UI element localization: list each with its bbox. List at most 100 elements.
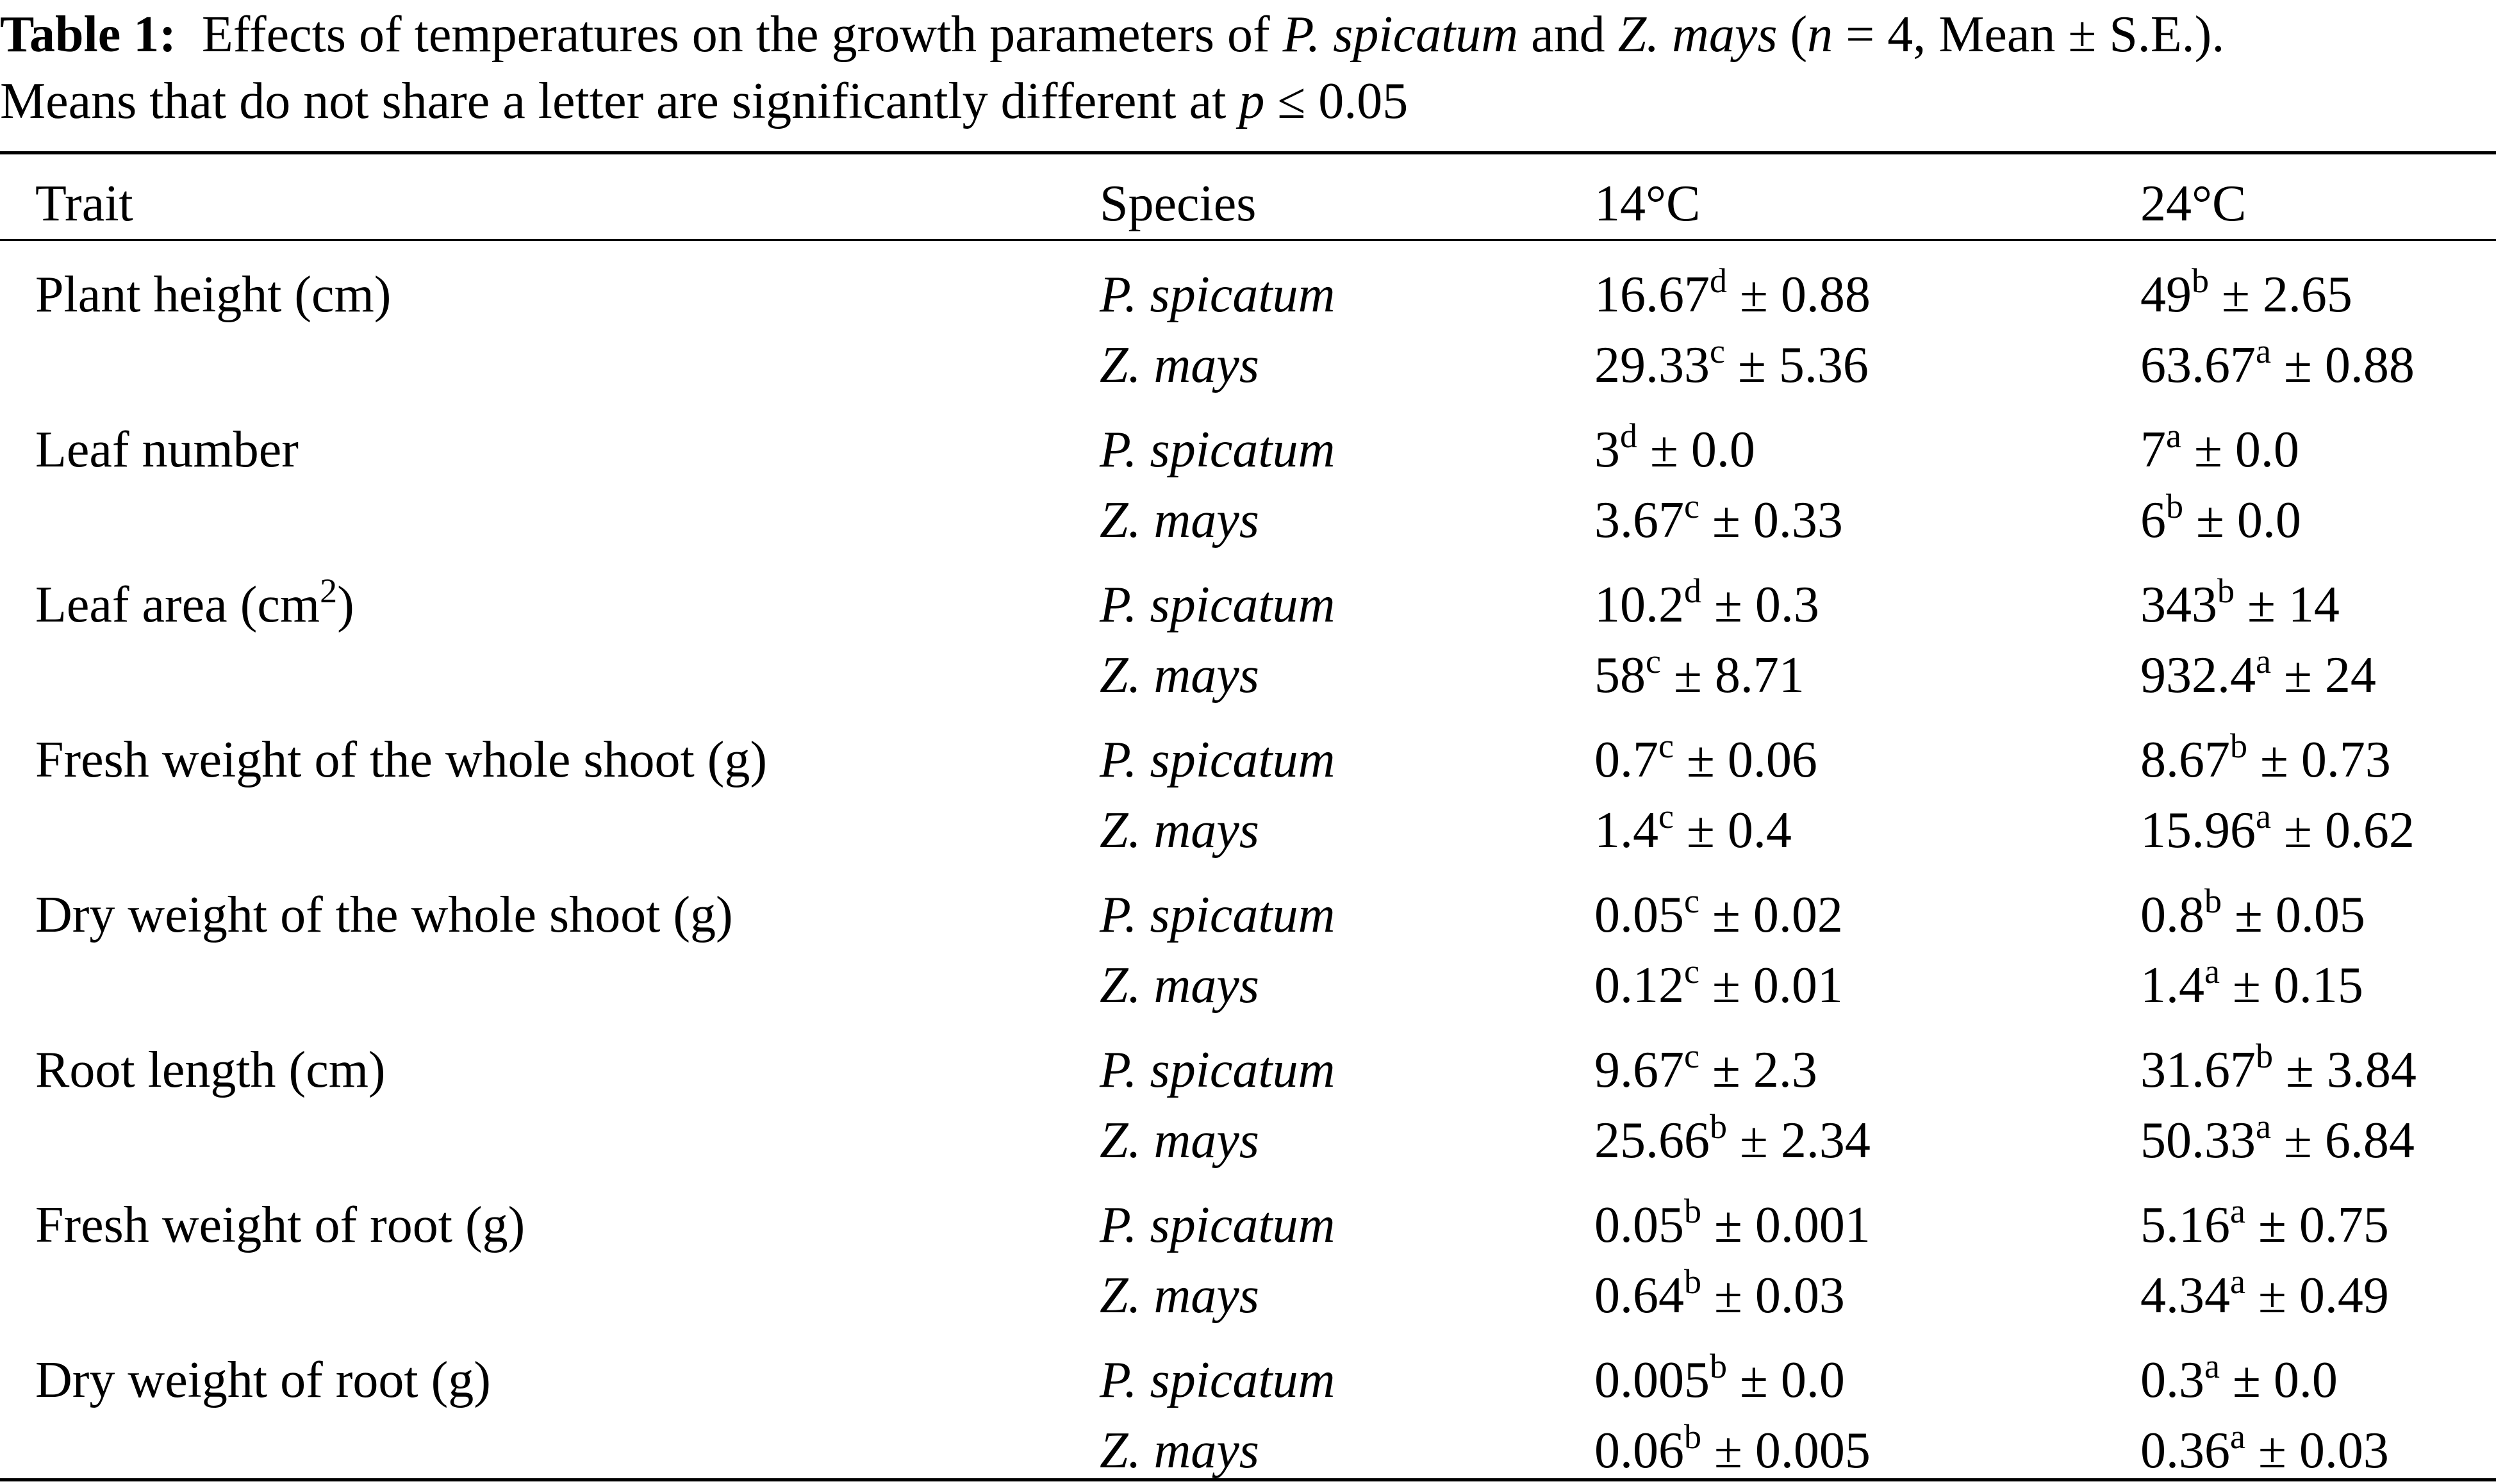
significance-letter: a bbox=[2204, 952, 2220, 991]
significance-letter: b bbox=[2166, 487, 2183, 525]
trait-text: Plant height (cm) bbox=[35, 267, 392, 323]
value-14c: 0.64b ± 0.03 bbox=[1594, 1262, 1845, 1326]
trait-text-end: ) bbox=[337, 577, 354, 633]
trait-label: Leaf area (cm2) bbox=[35, 572, 354, 636]
value-24c: 6b ± 0.0 bbox=[2140, 487, 2301, 551]
species-name: Z. mays bbox=[1100, 337, 1259, 393]
species-name: P. spicatum bbox=[1100, 887, 1335, 943]
standard-error: ± 6.84 bbox=[2283, 1112, 2415, 1169]
trait-label: Plant height (cm) bbox=[35, 264, 391, 326]
mean-value: 1.4 bbox=[1594, 802, 1658, 859]
species-name: P. spicatum bbox=[1100, 1352, 1335, 1408]
trait-label: Fresh weight of root (g) bbox=[35, 1194, 525, 1256]
significance-letter: a bbox=[2256, 332, 2271, 370]
significance-letter: d bbox=[1710, 261, 1727, 300]
significance-letter: a bbox=[2166, 416, 2181, 455]
mean-value: 63.67 bbox=[2140, 337, 2256, 393]
mean-value: 58 bbox=[1594, 647, 1646, 704]
value-24c: 1.4a ± 0.15 bbox=[2140, 952, 2363, 1016]
value-14c: 0.12c ± 0.01 bbox=[1594, 952, 1843, 1016]
value-14c: 29.33c ± 5.36 bbox=[1594, 334, 1869, 396]
value-24c: 63.67a ± 0.88 bbox=[2140, 334, 2415, 396]
mean-value: 3 bbox=[1594, 422, 1620, 478]
table-label: Table 1: bbox=[0, 6, 176, 63]
standard-error: ± 14 bbox=[2247, 577, 2340, 633]
significance-letter: b bbox=[2256, 1037, 2273, 1075]
trait-text: Root length (cm) bbox=[35, 1042, 386, 1098]
significance-letter: b bbox=[1710, 1347, 1727, 1385]
significance-letter: c bbox=[1710, 332, 1725, 370]
mean-value: 8.67 bbox=[2140, 732, 2230, 788]
standard-error: ± 0.06 bbox=[1686, 732, 1817, 788]
standard-error: ± 3.84 bbox=[2286, 1042, 2417, 1098]
value-24c: 5.16a ± 0.75 bbox=[2140, 1194, 2389, 1256]
value-14c: 58c ± 8.71 bbox=[1594, 642, 1805, 706]
significance-letter: a bbox=[2256, 1107, 2271, 1146]
standard-error: ± 2.3 bbox=[1712, 1042, 1817, 1098]
mean-value: 31.67 bbox=[2140, 1042, 2256, 1098]
mean-value: 6 bbox=[2140, 492, 2166, 548]
caption-species: Z. mays bbox=[1617, 6, 1778, 63]
value-24c: 0.36a ± 0.03 bbox=[2140, 1419, 2389, 1481]
table-top-rule bbox=[0, 151, 2496, 154]
species-name: Z. mays bbox=[1100, 647, 1259, 704]
caption-line-2: Means that do not share a letter are sig… bbox=[0, 68, 2486, 135]
trait-text: Leaf number bbox=[35, 422, 299, 478]
species-name: P. spicatum bbox=[1100, 732, 1335, 788]
mean-value: 49 bbox=[2140, 267, 2192, 323]
significance-letter: b bbox=[1684, 1262, 1701, 1301]
table-caption: Table 1: Effects of temperatures on the … bbox=[0, 1, 2486, 135]
standard-error: ± 0.4 bbox=[1686, 802, 1792, 859]
standard-error: ± 0.33 bbox=[1712, 492, 1843, 548]
mean-value: 0.05 bbox=[1594, 887, 1684, 943]
significance-letter: b bbox=[1710, 1107, 1727, 1146]
trait-label: Leaf number bbox=[35, 419, 299, 481]
standard-error: ± 0.005 bbox=[1714, 1422, 1871, 1479]
value-24c: 0.8b ± 0.05 bbox=[2140, 884, 2365, 946]
standard-error: ± 0.15 bbox=[2232, 957, 2363, 1014]
significance-letter: a bbox=[2256, 797, 2271, 836]
species-name: Z. mays bbox=[1100, 1422, 1259, 1479]
standard-error: ± 0.75 bbox=[2258, 1197, 2389, 1253]
trait-text: Fresh weight of the whole shoot (g) bbox=[35, 732, 768, 788]
standard-error: ± 2.65 bbox=[2222, 267, 2352, 323]
mean-value: 4.34 bbox=[2140, 1267, 2230, 1324]
value-14c: 0.005b ± 0.0 bbox=[1594, 1349, 1845, 1411]
standard-error: ± 0.0 bbox=[2194, 422, 2299, 478]
value-14c: 0.7c ± 0.06 bbox=[1594, 729, 1817, 791]
trait-label: Dry weight of root (g) bbox=[35, 1349, 491, 1411]
mean-value: 0.06 bbox=[1594, 1422, 1684, 1479]
standard-error: ± 0.0 bbox=[1650, 422, 1755, 478]
standard-error: ± 0.03 bbox=[1714, 1267, 1845, 1324]
value-14c: 25.66b ± 2.34 bbox=[1594, 1107, 1871, 1171]
mean-value: 932.4 bbox=[2140, 647, 2256, 704]
significance-letter: c bbox=[1646, 642, 1661, 680]
significance-letter: d bbox=[1684, 572, 1701, 610]
mean-value: 10.2 bbox=[1594, 577, 1684, 633]
significance-letter: a bbox=[2204, 1347, 2220, 1385]
mean-value: 343 bbox=[2140, 577, 2217, 633]
standard-error: ± 0.3 bbox=[1714, 577, 1819, 633]
species-name: Z. mays bbox=[1100, 957, 1259, 1014]
mean-value: 15.96 bbox=[2140, 802, 2256, 859]
standard-error: ± 2.34 bbox=[1740, 1112, 1871, 1169]
trait-text: Dry weight of root (g) bbox=[35, 1352, 491, 1408]
species-name: P. spicatum bbox=[1100, 1197, 1335, 1253]
trait-superscript: 2 bbox=[320, 572, 338, 610]
table-bottom-rule bbox=[0, 1478, 2496, 1481]
trait-text: Leaf area (cm bbox=[35, 577, 320, 633]
header-trait: Trait bbox=[35, 176, 133, 232]
standard-error: ± 0.02 bbox=[1712, 887, 1843, 943]
caption-text: ( bbox=[1790, 6, 1808, 63]
standard-error: ± 0.0 bbox=[2232, 1352, 2338, 1408]
species-name: Z. mays bbox=[1100, 802, 1259, 859]
significance-letter: b bbox=[1684, 1417, 1701, 1456]
mean-value: 9.67 bbox=[1594, 1042, 1684, 1098]
value-14c: 0.05c ± 0.02 bbox=[1594, 884, 1843, 946]
trait-text: Fresh weight of root (g) bbox=[35, 1197, 525, 1253]
mean-value: 0.8 bbox=[2140, 887, 2204, 943]
table-header-rule bbox=[0, 239, 2496, 241]
standard-error: ± 0.01 bbox=[1712, 957, 1843, 1014]
significance-letter: c bbox=[1684, 952, 1699, 991]
value-24c: 4.34a ± 0.49 bbox=[2140, 1264, 2389, 1326]
